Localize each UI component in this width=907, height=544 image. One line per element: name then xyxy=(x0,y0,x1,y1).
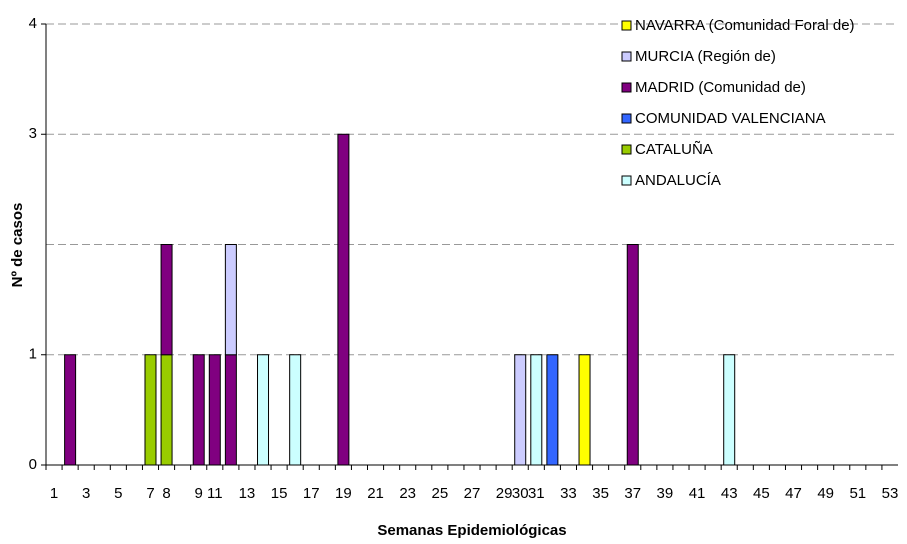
x-tick-label: 45 xyxy=(753,485,770,502)
x-tick-label: 37 xyxy=(624,485,641,502)
bar-segment xyxy=(224,354,237,466)
legend-swatch xyxy=(621,144,632,155)
y-axis-title: Nº de casos xyxy=(9,203,26,288)
x-tick-label: 27 xyxy=(464,485,481,502)
legend-swatch xyxy=(621,82,632,93)
x-tick-label: 9 xyxy=(195,485,203,502)
bar-segment xyxy=(723,354,736,466)
legend-label: ANDALUCÍA xyxy=(635,172,721,189)
x-tick-label: 11 xyxy=(207,485,223,502)
bar-segment xyxy=(224,244,237,356)
x-tick-label: 15 xyxy=(271,485,288,502)
x-tick-label: 53 xyxy=(882,485,899,502)
x-tick-label: 17 xyxy=(303,485,320,502)
legend-label: CATALUÑA xyxy=(635,141,713,158)
x-tick-label: 5 xyxy=(114,485,122,502)
x-tick-label: 33 xyxy=(560,485,577,502)
bar-segment xyxy=(257,354,270,466)
y-tick-label: 3 xyxy=(29,125,37,142)
legend-swatch xyxy=(621,20,632,31)
bar-segment xyxy=(160,354,173,466)
bar-segment xyxy=(626,244,639,466)
bar-segment xyxy=(546,354,559,466)
legend-label: NAVARRA (Comunidad Foral de) xyxy=(635,17,855,34)
legend-label: COMUNIDAD VALENCIANA xyxy=(635,110,826,127)
x-tick-label: 49 xyxy=(817,485,834,502)
x-tick-label: 8 xyxy=(162,485,170,502)
x-tick-label: 29 xyxy=(496,485,513,502)
legend-swatch xyxy=(621,51,632,62)
y-tick-label: 4 xyxy=(29,15,37,32)
x-tick-label: 19 xyxy=(335,485,352,502)
x-tick-label: 31 xyxy=(528,485,545,502)
x-tick-label: 7 xyxy=(146,485,154,502)
bar-segment xyxy=(289,354,302,466)
y-tick-label: 1 xyxy=(29,346,37,363)
bar-segment xyxy=(64,354,77,466)
bar-segment xyxy=(160,244,173,356)
bar-segment xyxy=(514,354,527,466)
legend-swatch xyxy=(621,113,632,124)
x-tick-label: 35 xyxy=(592,485,609,502)
legend-swatch xyxy=(621,175,632,186)
x-tick-label: 13 xyxy=(239,485,256,502)
legend-label: MADRID (Comunidad de) xyxy=(635,79,806,96)
x-tick-label: 25 xyxy=(432,485,449,502)
bar-segment xyxy=(192,354,205,466)
x-tick-label: 30 xyxy=(512,485,529,502)
x-tick-label: 1 xyxy=(50,485,58,502)
x-axis-title: Semanas Epidemiológicas xyxy=(377,522,566,539)
bar-segment xyxy=(337,133,350,466)
x-tick-label: 51 xyxy=(849,485,866,502)
x-tick-label: 23 xyxy=(399,485,416,502)
x-tick-label: 47 xyxy=(785,485,802,502)
x-tick-label: 43 xyxy=(721,485,738,502)
bar-segment xyxy=(530,354,543,466)
bar-segment xyxy=(144,354,157,466)
legend-label: MURCIA (Región de) xyxy=(635,48,776,65)
bar-segment xyxy=(208,354,221,466)
x-tick-label: 41 xyxy=(689,485,706,502)
x-tick-label: 39 xyxy=(657,485,674,502)
y-tick-label: 0 xyxy=(29,456,37,473)
bar-segment xyxy=(578,354,591,466)
x-tick-label: 3 xyxy=(82,485,90,502)
x-tick-label: 21 xyxy=(367,485,384,502)
